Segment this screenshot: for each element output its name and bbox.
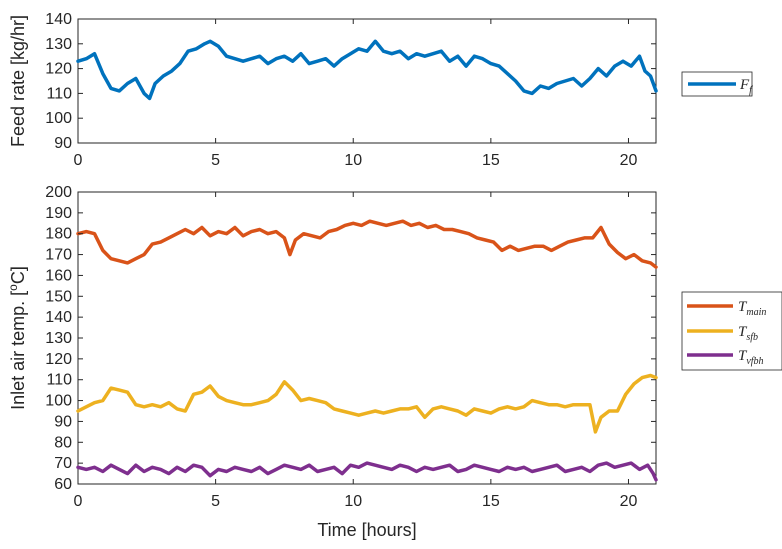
feed-rate-x-tick-label: 20 — [620, 152, 638, 169]
feed-rate-x-tick-label: 0 — [74, 152, 83, 169]
inlet-temp-y-tick-label: 90 — [54, 413, 72, 430]
inlet-temp-y-tick-label: 100 — [45, 393, 72, 410]
inlet-temp-y-tick-label: 200 — [45, 184, 72, 201]
feed-rate-y-tick-label: 90 — [54, 135, 72, 152]
inlet-temp-y-tick-label: 170 — [45, 247, 72, 264]
panel-feed-rate: 0 5 10 15 20 90 100 110 120 130 140 Feed rate [kg/… — [8, 11, 658, 169]
inlet-temp-y-tick-label: 180 — [45, 226, 72, 243]
feed-rate-y-tick-label: 130 — [45, 36, 72, 53]
inlet-temp-y-tick-label: 60 — [54, 476, 72, 493]
inlet-temp-x-tick-label: 20 — [620, 493, 638, 510]
legend-label-t-vfbh: Tvfbh — [738, 348, 764, 367]
legend-label-t-sfb: Tsfb — [738, 324, 758, 343]
feed-rate-legend: Ff — [681, 71, 753, 97]
feed-rate-y-tick-label: 120 — [45, 61, 72, 78]
inlet-temp-x-tick-label: 0 — [74, 493, 83, 510]
series-line-t-sfb — [76, 373, 658, 434]
feed-rate-y-tick-label: 100 — [45, 110, 72, 127]
inlet-temp-x-tick-label: 15 — [482, 493, 500, 510]
feed-rate-x-tick-label: 15 — [482, 152, 500, 169]
inlet-temp-legend: Tmain Tsfb Tvfbh — [681, 291, 782, 371]
feed-rate-y-tick-label: 110 — [46, 85, 72, 102]
inlet-temp-x-tick-label: 5 — [211, 493, 220, 510]
inlet-temp-y-tick-label: 150 — [45, 288, 72, 305]
inlet-temp-y-tick-label: 130 — [45, 330, 72, 347]
inlet-temp-y-tick-label: 190 — [45, 205, 72, 222]
legend-label-t-main: Tmain — [738, 299, 766, 318]
inlet-temp-y-tick-label: 160 — [45, 267, 72, 284]
feed-rate-y-tick-label: 140 — [45, 11, 72, 28]
series-line-f-f — [76, 39, 658, 101]
feed-rate-x-tick-label: 5 — [211, 152, 220, 169]
inlet-temp-x-tick-label: 10 — [344, 493, 362, 510]
inlet-temp-y-tick-label: 110 — [46, 372, 72, 389]
series-line-t-vfbh — [76, 461, 658, 482]
inlet-temp-y-tick-label: 80 — [54, 434, 72, 451]
feed-rate-x-tick-label: 10 — [344, 152, 362, 169]
inlet-temp-y-tick-label: 120 — [45, 351, 72, 368]
inlet-temp-y-axis-label: Inlet air temp. [oC] — [6, 266, 28, 410]
inlet-temp-y-tick-label: 140 — [45, 309, 72, 326]
inlet-temp-y-tick-label: 70 — [54, 455, 72, 472]
panel-inlet-temp: 0 5 10 15 20 60 70 80 90 100 110 120 130 140 150 160 170… — [6, 184, 658, 540]
inlet-temp-plot-area — [77, 191, 657, 485]
series-line-t-main — [76, 219, 658, 269]
x-axis-label: Time [hours] — [317, 520, 416, 540]
feed-rate-y-axis-label: Feed rate [kg/hr] — [8, 15, 28, 147]
legend-label-f-f: Ff — [739, 77, 753, 96]
